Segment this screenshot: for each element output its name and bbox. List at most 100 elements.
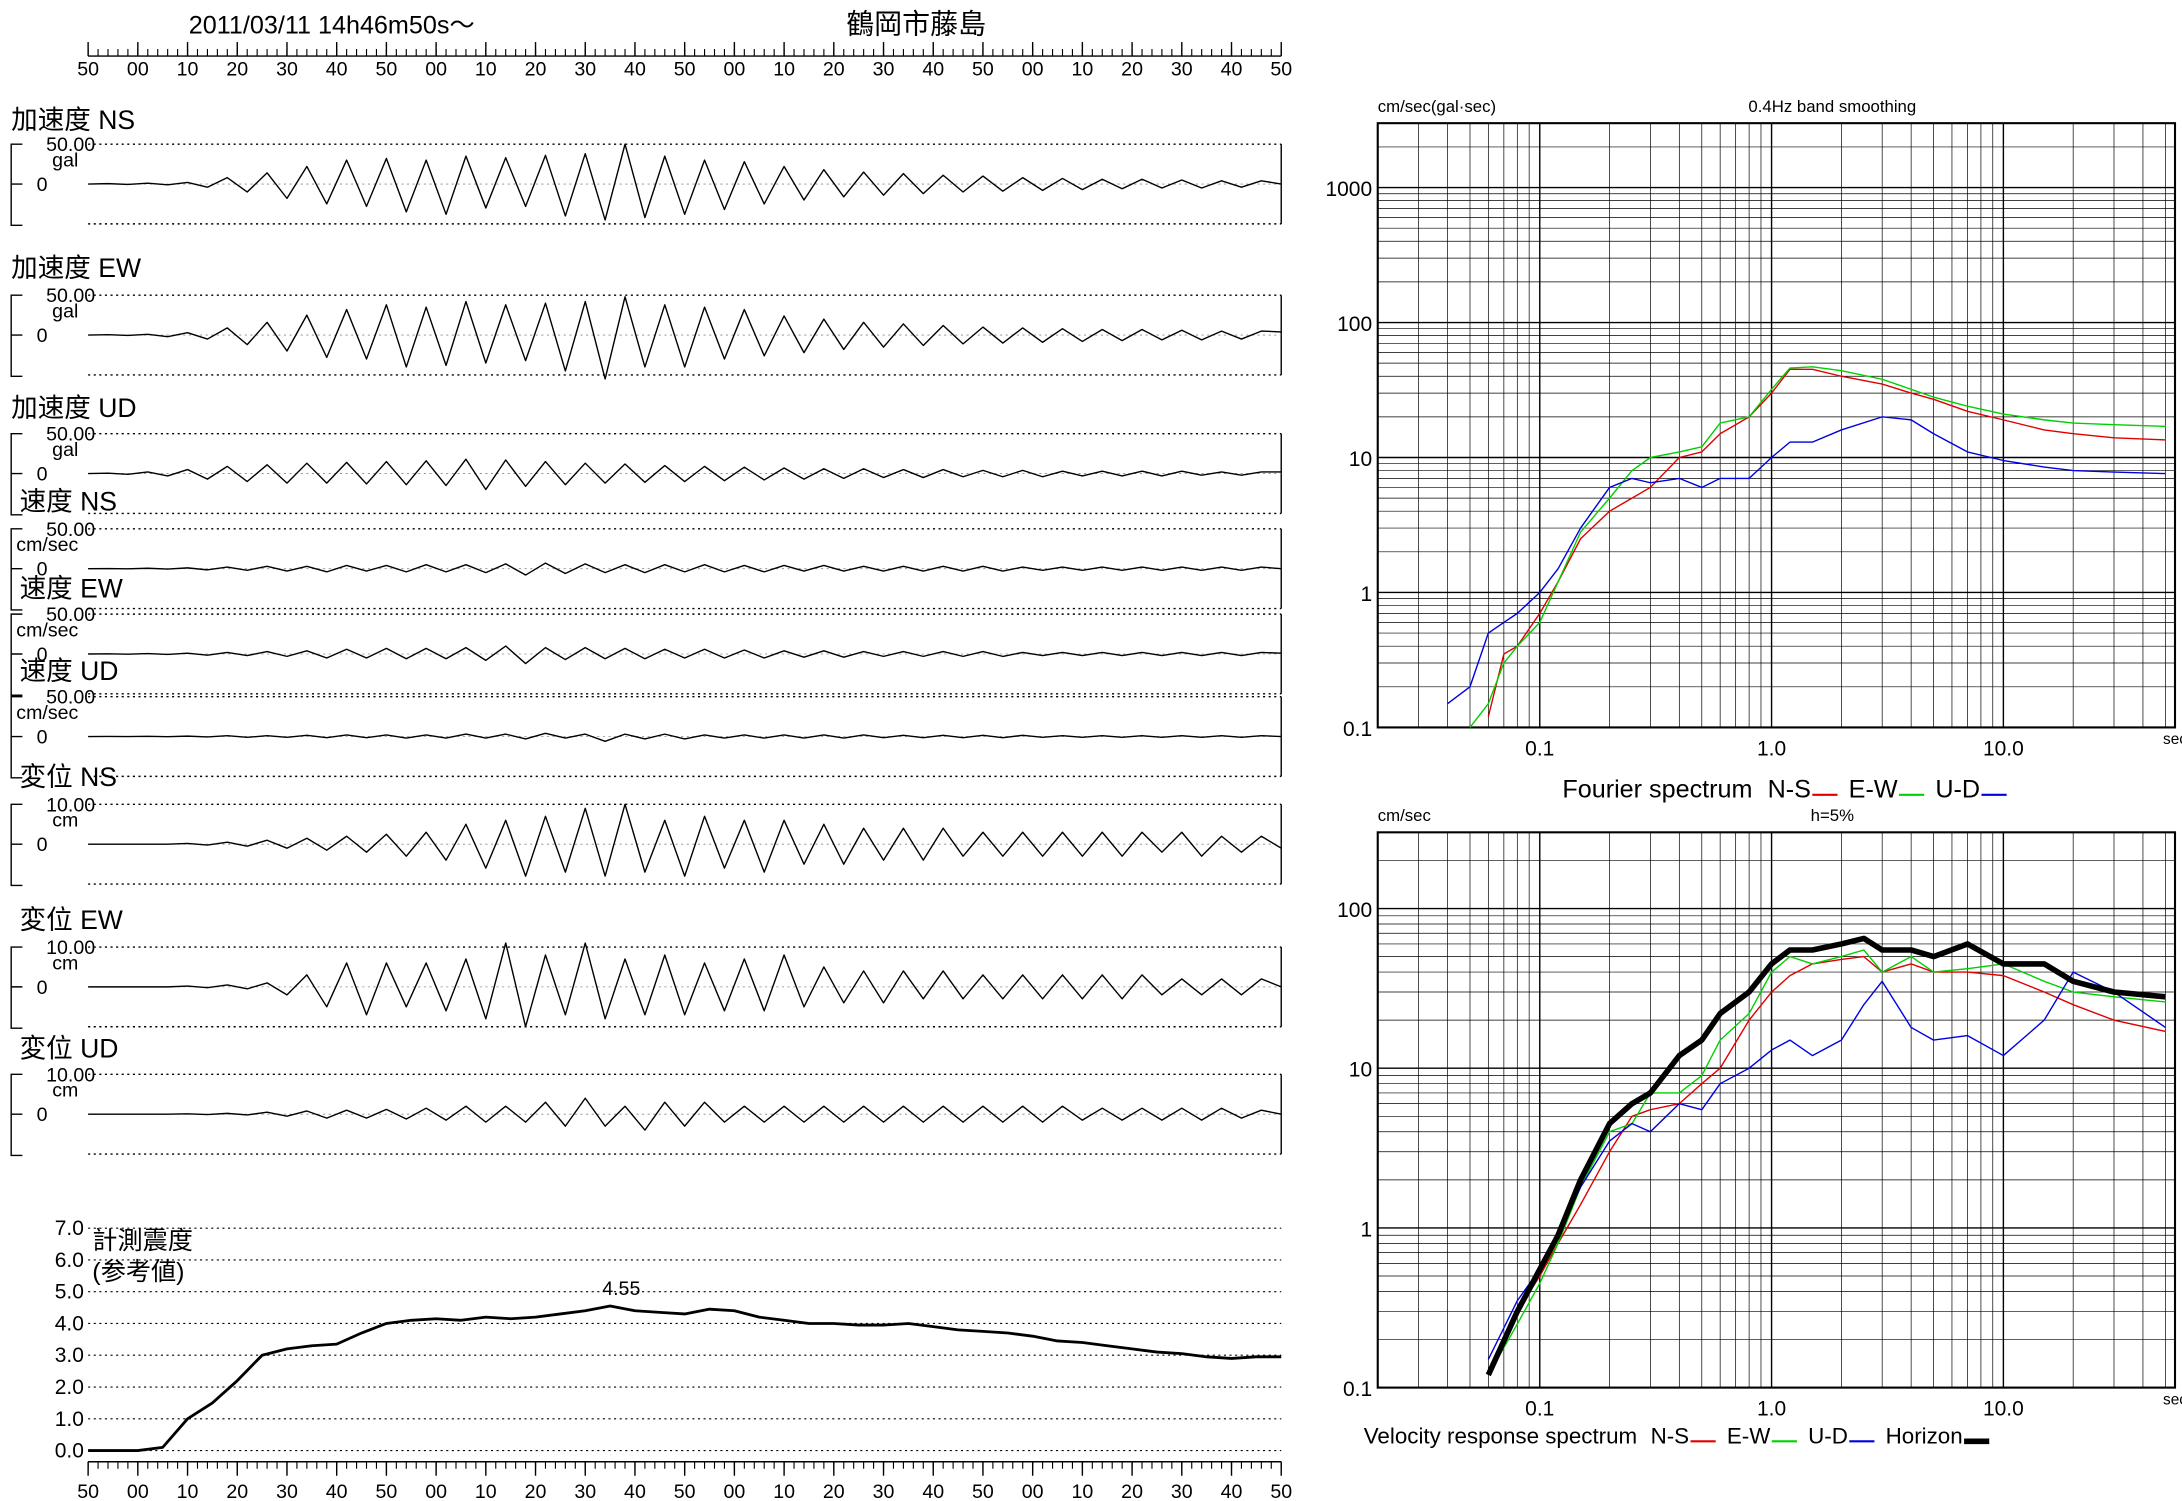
x-tick-label: 20 [525,59,547,81]
y-tick-label: 1.0 [55,1408,84,1431]
x-tick-label: 30 [873,1481,895,1501]
panel-bracket [10,528,23,611]
panel-label: 変位 NS [20,762,117,792]
x-tick-label: 10 [475,59,497,81]
x-tick-label: 40 [624,1481,646,1501]
panel-label: 加速度 UD [11,393,136,423]
spectrum-line [1487,971,2166,1360]
x-tick-label: 00 [723,1481,745,1501]
x-tick-label: 00 [1022,1481,1044,1501]
x-tick-label: 10 [177,59,199,81]
x-tick-label: 30 [276,1481,298,1501]
y-tick-label: 50.00 [46,424,95,446]
intensity-line [88,1304,1282,1452]
waveform [88,458,1282,491]
y-tick-label: 10 [1349,1059,1372,1082]
peak-label: 4.55 [602,1278,640,1300]
legend-label: U-D [1808,1424,1848,1449]
y-axis-label: cm/sec(gal·sec) [1378,97,1496,116]
plot-frame [1376,831,2177,1389]
legend-label: E-W [1727,1424,1771,1449]
x-tick-label: 50 [376,1481,398,1501]
y-tick-label: 2.0 [55,1376,84,1399]
x-tick-label: 00 [127,1481,149,1501]
unit-label: cm/sec [16,702,78,724]
y-tick-label: 0 [37,1104,48,1126]
y-tick-label: 10 [1349,448,1372,471]
waveform [88,143,1282,221]
panel-bracket [10,1073,23,1157]
x-tick-label: 40 [624,59,646,81]
x-tick-label: 30 [574,59,596,81]
x-tick-label: 10 [1071,59,1093,81]
x-tick-label: 40 [1221,59,1243,81]
x-tick-label: 10.0 [1983,1398,2024,1421]
panel-bracket [10,143,23,226]
unit-label: gal [52,150,78,172]
y-tick-label: 0 [37,977,48,999]
y-tick-label: 0 [37,325,48,347]
panel-bracket [10,946,23,1029]
y-tick-label: 0 [37,174,48,196]
panel-label: 速度 NS [20,487,117,517]
y-tick-label: 100 [1337,313,1372,336]
x-tick-label: 40 [326,59,348,81]
x-tick-label: 00 [425,59,447,81]
panel-label: 加速度 EW [11,253,141,283]
x-tick-label: 40 [922,1481,944,1501]
spectrum-line [1469,366,2166,728]
waveform [88,296,1282,380]
x-tick-label: 20 [226,1481,248,1501]
y-tick-label: 10.00 [46,937,95,959]
waveform [88,1097,1282,1131]
x-tick-label: 10 [1071,1481,1093,1501]
x-tick-label: 30 [276,59,298,81]
x-tick-label: 1.0 [1757,1398,1786,1421]
x-tick-label: 40 [922,59,944,81]
waveform [88,562,1282,576]
x-tick-label: 50 [376,59,398,81]
y-tick-label: 5.0 [55,1281,84,1304]
y-tick-label: 0 [37,834,48,856]
x-tick-label: 20 [823,59,845,81]
y-tick-label: 0.1 [1343,1378,1372,1401]
x-tick-label: 00 [425,1481,447,1501]
x-tick-label: 20 [823,1481,845,1501]
x-tick-label: 20 [1121,1481,1143,1501]
x-axis-label: sec [2163,731,2182,748]
y-tick-label: 10.00 [46,794,95,816]
legend-title: Fourier spectrum [1562,775,1752,803]
y-tick-label: 100 [1337,899,1372,922]
y-tick-label: 0 [37,644,48,666]
y-tick-label: 7.0 [55,1217,84,1240]
y-tick-label: 50.00 [46,604,95,626]
x-tick-label: 00 [723,59,745,81]
unit-label: cm [52,952,78,974]
spectrum-line [1447,416,2166,705]
x-tick-label: 50 [972,59,994,81]
x-tick-label: 10 [773,59,795,81]
waveform [88,803,1282,877]
x-tick-label: 10 [773,1481,795,1501]
x-tick-label: 10 [177,1481,199,1501]
legend-label: U-D [1935,775,1980,803]
x-tick-label: 50 [674,59,696,81]
x-tick-label: 30 [1171,59,1193,81]
x-tick-label: 50 [972,1481,994,1501]
x-tick-label: 30 [873,59,895,81]
x-tick-label: 40 [1221,1481,1243,1501]
unit-label: gal [52,439,78,461]
panel-bracket [10,294,23,378]
y-tick-label: 0.1 [1343,718,1372,741]
waveform [88,732,1282,742]
panel-label: 速度 EW [20,573,123,603]
legend-label: N-S [1768,775,1811,803]
y-tick-label: 0 [37,559,48,581]
chart-title: 計測震度 [92,1227,193,1255]
waveform [88,942,1282,1028]
legend-label: Horizon [1886,1424,1963,1449]
y-tick-label: 1 [1360,583,1372,606]
y-tick-label: 6.0 [55,1249,84,1272]
